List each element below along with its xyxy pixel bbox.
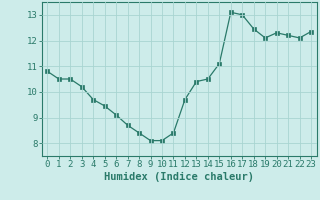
X-axis label: Humidex (Indice chaleur): Humidex (Indice chaleur) [104, 172, 254, 182]
